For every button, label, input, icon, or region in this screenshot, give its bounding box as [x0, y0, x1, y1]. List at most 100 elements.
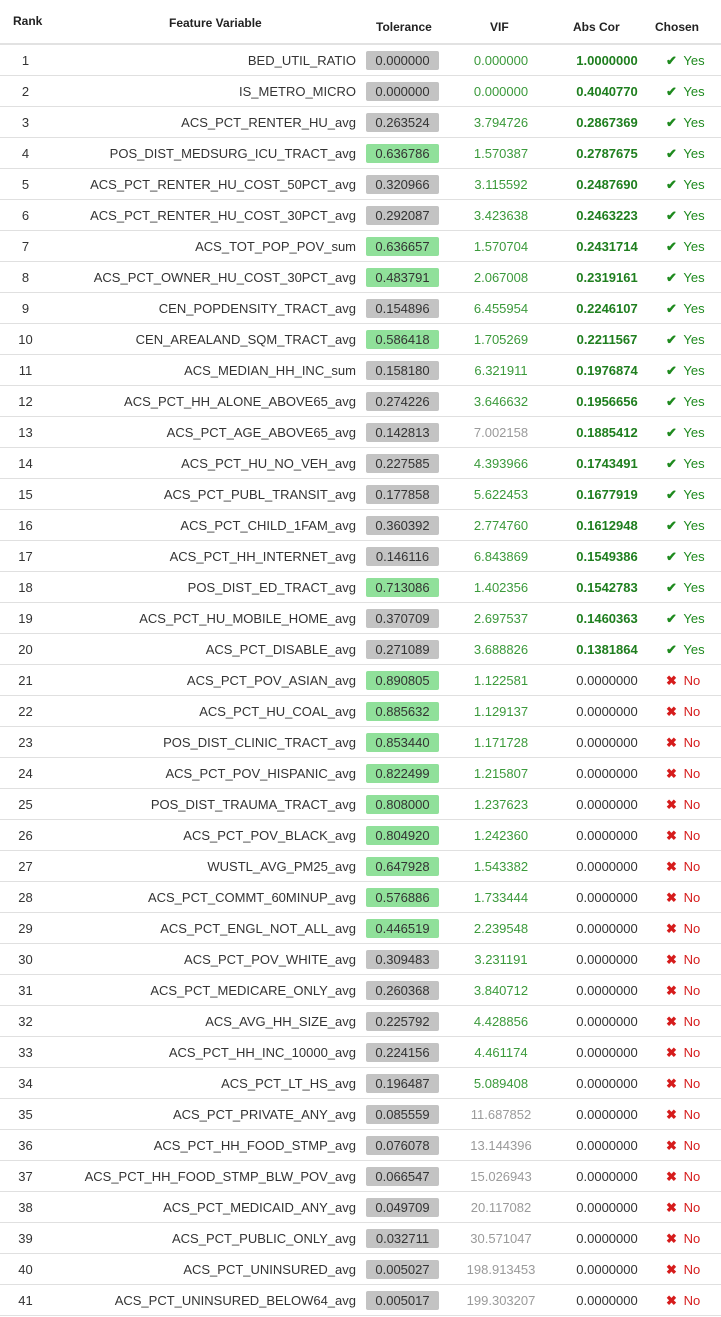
rank-cell: 26 [18, 828, 33, 843]
check-icon: ✔ [666, 425, 677, 440]
vif-cell: 6.455954 [473, 301, 529, 316]
vif-cell: 15.026943 [470, 1169, 532, 1184]
tolerance-cell: 0.000000 [366, 82, 439, 101]
feature-cell: ACS_PCT_HH_INC_10000_avg [168, 1045, 356, 1060]
table-row: 31 ACS_PCT_MEDICARE_ONLY_avg 0.260368 3.840… [0, 975, 721, 1006]
abs-cor-cell: 0.1743491 [576, 456, 638, 471]
cross-icon: ✖ [666, 983, 677, 998]
abs-cor-cell: 0.1549386 [576, 549, 638, 564]
tolerance-cell: 0.224156 [366, 1043, 439, 1062]
abs-cor-header[interactable]: Abs Cor [573, 20, 620, 34]
rank-cell: 30 [18, 952, 33, 967]
tolerance-cell: 0.309483 [366, 950, 439, 969]
abs-cor-cell: 0.0000000 [576, 1014, 638, 1029]
rank-cell: 23 [18, 735, 33, 750]
table-row: 14 ACS_PCT_HU_NO_VEH_avg 0.227585 4.393966 0… [0, 448, 721, 479]
chosen-cell: ✔ Yes [666, 603, 705, 633]
tolerance-cell: 0.085559 [366, 1105, 439, 1124]
tolerance-cell: 0.271089 [366, 640, 439, 659]
feature-cell: ACS_PCT_HH_FOOD_STMP_avg [153, 1138, 356, 1153]
feature-cell: POS_DIST_TRAUMA_TRACT_avg [150, 797, 356, 812]
chosen-cell: ✔ Yes [666, 262, 705, 292]
table-row: 39 ACS_PCT_PUBLIC_ONLY_avg 0.032711 30.5710… [0, 1223, 721, 1254]
table-row: 5 ACS_PCT_RENTER_HU_COST_50PCT_avg 0.32096… [0, 169, 721, 200]
rank-cell: 20 [18, 642, 33, 657]
abs-cor-cell: 0.0000000 [576, 1045, 638, 1060]
chosen-label: Yes [683, 642, 705, 657]
abs-cor-cell: 0.1976874 [576, 363, 638, 378]
chosen-cell: ✖ No [666, 727, 700, 757]
abs-cor-cell: 0.1885412 [576, 425, 638, 440]
table-row: 13 ACS_PCT_AGE_ABOVE65_avg 0.142813 7.00215… [0, 417, 721, 448]
chosen-cell: ✔ Yes [666, 107, 705, 137]
chosen-label: No [683, 797, 701, 812]
table-row: 33 ACS_PCT_HH_INC_10000_avg 0.224156 4.4611… [0, 1037, 721, 1068]
chosen-cell: ✖ No [666, 665, 700, 695]
vif-cell: 6.321911 [474, 363, 528, 378]
chosen-label: No [683, 952, 701, 967]
rank-cell: 28 [18, 890, 33, 905]
tolerance-cell: 0.005027 [366, 1260, 439, 1279]
cross-icon: ✖ [666, 1107, 677, 1122]
chosen-label: Yes [683, 177, 705, 192]
cross-icon: ✖ [666, 828, 677, 843]
feature-cell: ACS_PCT_AGE_ABOVE65_avg [166, 425, 356, 440]
table-row: 26 ACS_PCT_POV_BLACK_avg 0.804920 1.242360 0… [0, 820, 721, 851]
vif-cell: 1.733444 [473, 890, 529, 905]
rank-cell: 15 [18, 487, 33, 502]
chosen-cell: ✖ No [666, 1037, 700, 1067]
abs-cor-cell: 0.1612948 [576, 518, 638, 533]
feature-cell: ACS_PCT_RENTER_HU_COST_30PCT_avg [90, 208, 356, 223]
tolerance-cell: 0.822499 [366, 764, 439, 783]
chosen-label: No [683, 1014, 701, 1029]
table-row: 12 ACS_PCT_HH_ALONE_ABOVE65_avg 0.274226 3.… [0, 386, 721, 417]
feature-cell: ACS_TOT_POP_POV_sum [195, 239, 356, 254]
abs-cor-cell: 0.0000000 [576, 828, 638, 843]
vif-cell: 4.461174 [474, 1045, 528, 1060]
rank-cell: 5 [21, 177, 30, 192]
tolerance-header[interactable]: Tolerance [376, 20, 432, 34]
rank-header[interactable]: Rank [13, 14, 43, 28]
cross-icon: ✖ [666, 890, 677, 905]
feature-cell: ACS_PCT_POV_BLACK_avg [183, 828, 356, 843]
chosen-label: Yes [683, 332, 705, 347]
rank-cell: 1 [21, 53, 30, 68]
chosen-label: No [683, 859, 701, 874]
chosen-cell: ✔ Yes [666, 386, 705, 416]
vif-cell: 5.089408 [473, 1076, 529, 1091]
table-row: 38 ACS_PCT_MEDICAID_ANY_avg 0.049709 20.117… [0, 1192, 721, 1223]
table-row: 20 ACS_PCT_DISABLE_avg 0.271089 3.688826 0.1… [0, 634, 721, 665]
chosen-cell: ✔ Yes [666, 572, 705, 602]
feature-header[interactable]: Feature Variable [169, 16, 262, 30]
chosen-cell: ✖ No [666, 944, 700, 974]
vif-cell: 0.000000 [473, 84, 529, 99]
chosen-label: Yes [683, 456, 705, 471]
table-row: 34 ACS_PCT_LT_HS_avg 0.196487 5.089408 0.000… [0, 1068, 721, 1099]
feature-cell: ACS_PCT_POV_HISPANIC_avg [165, 766, 357, 781]
chosen-cell: ✖ No [666, 975, 700, 1005]
tolerance-cell: 0.636786 [366, 144, 439, 163]
vif-header[interactable]: VIF [490, 20, 509, 34]
abs-cor-cell: 0.2787675 [576, 146, 638, 161]
table-row: 22 ACS_PCT_HU_COAL_avg 0.885632 1.129137 0.0… [0, 696, 721, 727]
table-row: 8 ACS_PCT_OWNER_HU_COST_30PCT_avg 0.483791… [0, 262, 721, 293]
chosen-label: No [683, 921, 701, 936]
table-row: 17 ACS_PCT_HH_INTERNET_avg 0.146116 6.84386… [0, 541, 721, 572]
feature-cell: ACS_PCT_HU_COAL_avg [199, 704, 356, 719]
chosen-label: No [683, 828, 701, 843]
feature-cell: IS_METRO_MICRO [238, 84, 356, 99]
chosen-cell: ✔ Yes [666, 293, 705, 323]
feature-cell: ACS_PCT_UNINSURED_avg [183, 1262, 356, 1277]
table-row: 37 ACS_PCT_HH_FOOD_STMP_BLW_POV_avg 0.0665… [0, 1161, 721, 1192]
cross-icon: ✖ [666, 1231, 677, 1246]
chosen-header[interactable]: Chosen [655, 20, 700, 34]
tolerance-cell: 0.292087 [366, 206, 439, 225]
tolerance-cell: 0.177858 [366, 485, 439, 504]
vif-cell: 2.697537 [473, 611, 529, 626]
table-row: 11 ACS_MEDIAN_HH_INC_sum 0.158180 6.321911 0… [0, 355, 721, 386]
tolerance-cell: 0.360392 [366, 516, 439, 535]
rank-cell: 6 [21, 208, 30, 223]
tolerance-cell: 0.142813 [366, 423, 439, 442]
chosen-label: Yes [683, 363, 705, 378]
chosen-cell: ✖ No [666, 1254, 700, 1284]
